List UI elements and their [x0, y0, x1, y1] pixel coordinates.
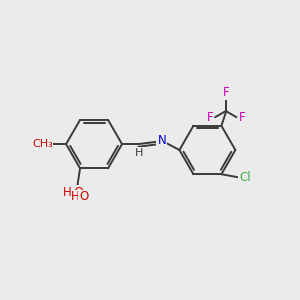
Text: Cl: Cl — [239, 171, 251, 184]
Text: N: N — [158, 134, 166, 147]
Text: F: F — [238, 111, 245, 124]
Text: O: O — [40, 138, 49, 151]
Text: F: F — [223, 86, 229, 99]
Text: O: O — [79, 190, 88, 203]
Text: H·O: H·O — [63, 186, 85, 199]
Text: F: F — [206, 111, 213, 124]
Text: CH₃: CH₃ — [32, 139, 53, 149]
Text: H: H — [71, 190, 80, 203]
Text: H: H — [135, 148, 143, 158]
